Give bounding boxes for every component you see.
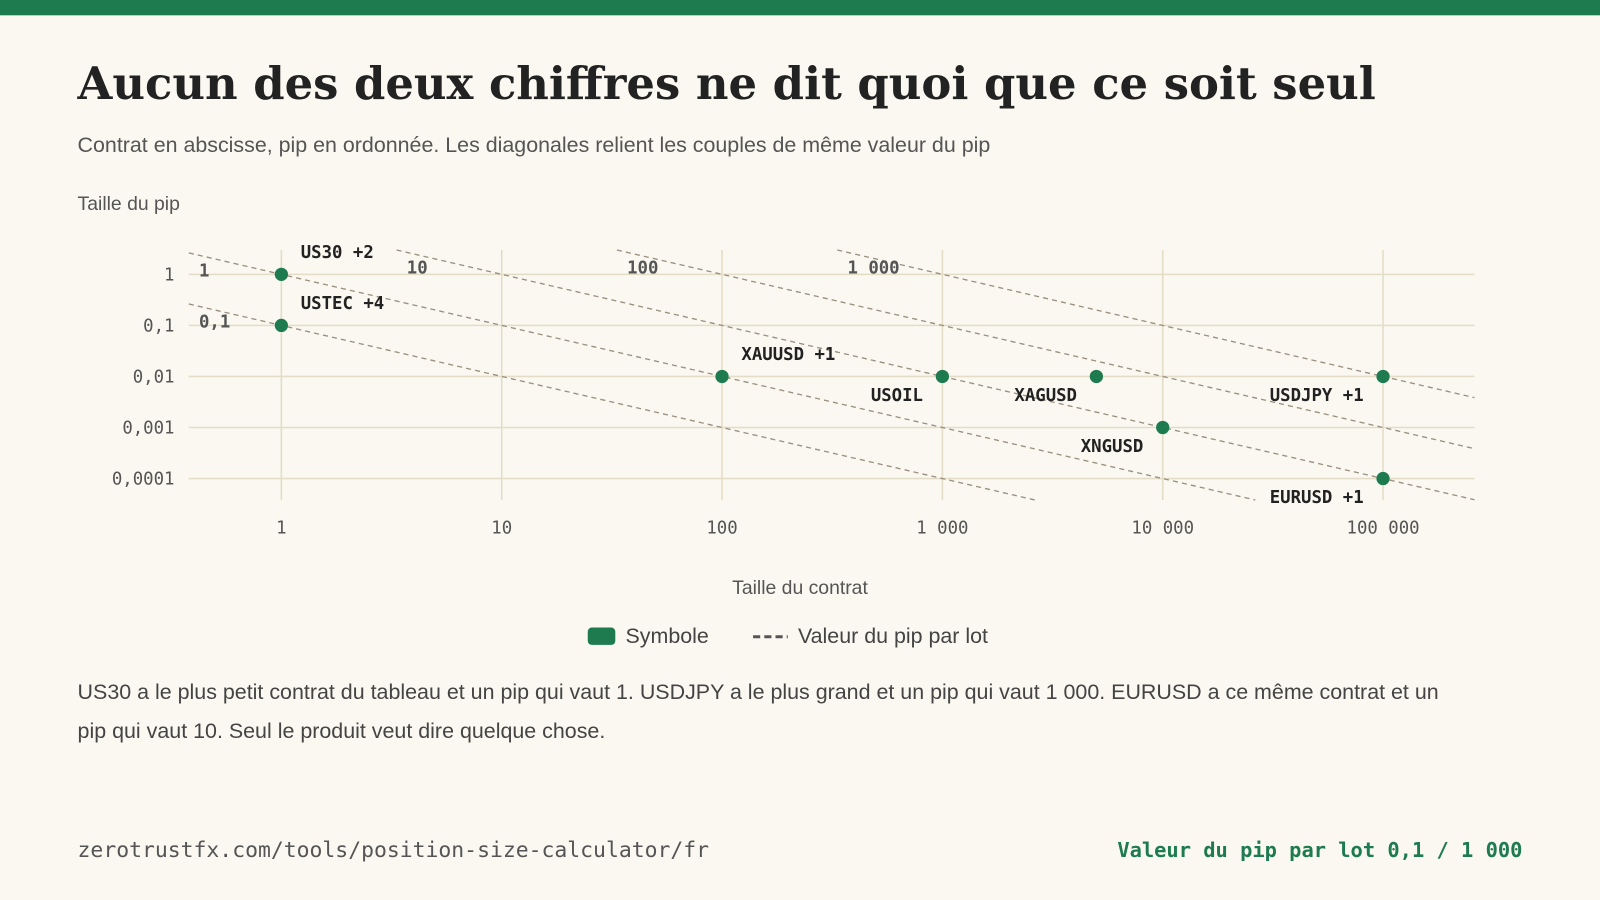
x-tick-label: 10 000 <box>1131 519 1194 539</box>
y-axis-label: Taille du pip <box>78 193 180 215</box>
point <box>715 369 729 384</box>
x-tick-label: 1 <box>276 519 286 539</box>
pip-value-label: 10 <box>407 258 428 278</box>
point-label: USTEC +4 <box>301 294 384 314</box>
x-tick-label: 100 000 <box>1347 519 1420 539</box>
point <box>935 369 950 384</box>
x-tick-label: 10 <box>491 519 512 539</box>
point-label: US30 +2 <box>301 243 374 263</box>
x-tick-label: 100 <box>706 519 737 539</box>
point <box>1376 471 1390 486</box>
x-axis-label: Taille du contrat <box>732 577 868 599</box>
plot: 1 10 100 1 000 10 000 100 000 1 0,1 0,01 0,001 0,0… <box>112 243 1475 539</box>
point <box>1089 369 1104 384</box>
x-tick-label: 1 000 <box>916 519 968 539</box>
paragraph-box: US30 a le plus petit contrat du tableau … <box>77 680 1439 743</box>
pip-value-label: 1 000 <box>847 258 899 278</box>
point-label: XNGUSD <box>1081 437 1144 457</box>
legend: Symbole Valeur du pip par lot <box>587 624 988 648</box>
title: Aucun des deux chiffres ne dit quoi que … <box>77 57 1376 110</box>
point <box>1156 420 1170 435</box>
point <box>274 318 288 333</box>
point <box>1376 369 1390 384</box>
y-tick-label: 0,001 <box>122 419 174 439</box>
pip-value-label: 100 <box>627 258 658 278</box>
point-label: XAUUSD +1 <box>741 345 835 365</box>
point-label: USDJPY +1 <box>1270 386 1364 406</box>
point-label: USOIL <box>871 386 923 406</box>
point-label: EURUSD +1 <box>1270 488 1364 508</box>
paragraph: US30 a le plus petit contrat du tableau … <box>77 680 1439 743</box>
y-tick-label: 0,01 <box>133 368 175 388</box>
pip-value-label: 1 <box>199 261 209 281</box>
y-tick-label: 1 <box>164 265 174 285</box>
point <box>274 267 288 281</box>
pip-value-label: 0,1 <box>199 312 230 332</box>
footer-url: zerotrustfx.com/tools/position-size-calc… <box>78 838 710 863</box>
legend-label: Valeur du pip par lot <box>798 624 988 648</box>
pip-value-line <box>396 249 1475 501</box>
pip-value-line <box>188 303 1036 501</box>
y-tick-label: 0,1 <box>143 317 174 337</box>
footer-note: Valeur du pip par lot 0,1 / 1 000 <box>1117 838 1522 862</box>
pip-value-line <box>188 252 1256 501</box>
pip-value-line <box>837 249 1475 399</box>
top-bar <box>0 0 1600 16</box>
legend-swatch <box>587 627 616 645</box>
legend-label: Symbole <box>626 624 709 648</box>
point-label: XAGUSD <box>1014 386 1077 406</box>
y-tick-label: 0,0001 <box>112 470 175 490</box>
subtitle: Contrat en abscisse, pip en ordonnée. Le… <box>78 133 991 157</box>
